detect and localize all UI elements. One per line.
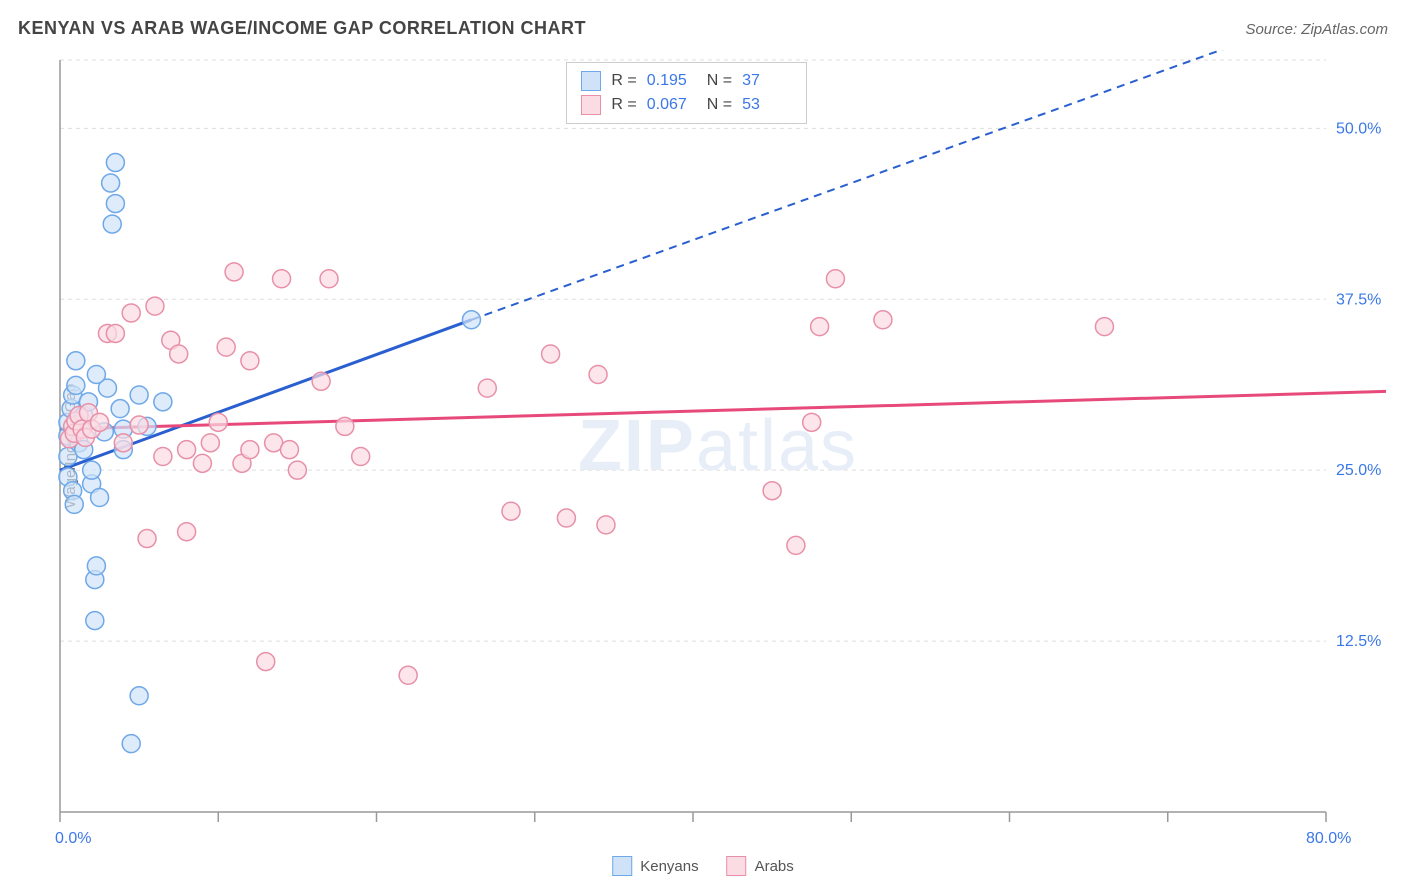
scatter-plot-svg: 12.5% 25.0% 37.5% 50.0% [50,50,1386,842]
legend-label: Kenyans [640,858,698,875]
svg-text:12.5%: 12.5% [1336,633,1381,650]
chart-plot-area: 12.5%25.0%37.5%50.0% ZIPatlas R =0.195N … [50,50,1386,842]
chart-header: KENYAN VS ARAB WAGE/INCOME GAP CORRELATI… [18,18,1388,39]
stats-row: R =0.067N =53 [581,93,792,117]
correlation-stats-box: R =0.195N =37R =0.067N =53 [566,62,807,124]
svg-text:37.5%: 37.5% [1336,291,1381,308]
series-swatch [581,71,601,91]
chart-title: KENYAN VS ARAB WAGE/INCOME GAP CORRELATI… [18,18,586,39]
series-legend: Kenyans Arabs [612,856,794,876]
legend-swatch [727,856,747,876]
x-axis-max-label: 80.0% [1306,830,1351,848]
svg-text:50.0%: 50.0% [1336,120,1381,137]
svg-text:25.0%: 25.0% [1336,462,1381,479]
legend-item: Arabs [727,856,794,876]
series-swatch [581,95,601,115]
chart-source: Source: ZipAtlas.com [1245,21,1388,38]
stats-row: R =0.195N =37 [581,69,792,93]
legend-item: Kenyans [612,856,698,876]
legend-label: Arabs [755,858,794,875]
x-axis-origin-label: 0.0% [55,830,91,848]
legend-swatch [612,856,632,876]
